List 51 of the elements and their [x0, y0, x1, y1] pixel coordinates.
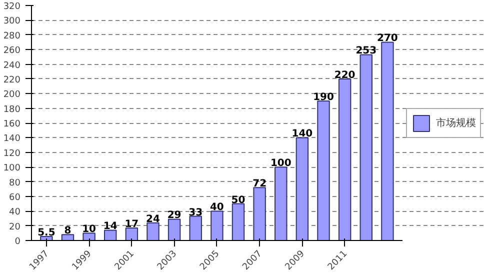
- data-label: 253: [356, 46, 377, 57]
- legend-label: 市场规模: [436, 116, 476, 130]
- y-tick-label: 140: [3, 134, 21, 144]
- data-label: 17: [124, 219, 139, 230]
- data-label: 29: [167, 210, 182, 222]
- bar: [296, 137, 309, 240]
- y-tick-label: 120: [3, 148, 21, 159]
- data-label: 33: [188, 207, 203, 218]
- bar: [168, 218, 181, 240]
- data-label: 270: [377, 33, 398, 44]
- data-label: 14: [103, 221, 118, 232]
- y-tick-label: 280: [3, 31, 21, 42]
- y-tick-label: 80: [9, 178, 21, 188]
- y-tick-label: 60: [9, 192, 21, 203]
- bar: [104, 230, 117, 240]
- y-tick-label: 40: [9, 208, 21, 218]
- bar: [360, 54, 372, 240]
- data-label: 140: [292, 128, 313, 140]
- y-tick-label: 200: [3, 90, 21, 100]
- y-tick-label: 20: [9, 222, 21, 232]
- bar: [189, 216, 202, 240]
- bar: [61, 234, 74, 240]
- bar: [338, 78, 352, 240]
- data-label: 5.5: [38, 227, 56, 238]
- data-label: 8: [64, 226, 72, 237]
- y-tick-label: 160: [3, 120, 21, 130]
- bar: [146, 222, 160, 240]
- bar: [381, 42, 394, 240]
- data-label: 24: [146, 214, 160, 225]
- data-label: 10: [82, 224, 96, 236]
- data-label: 100: [270, 158, 292, 170]
- bar: [210, 210, 224, 240]
- y-tick-label: 240: [3, 60, 21, 71]
- y-tick-label: 300: [3, 16, 21, 27]
- data-label: 220: [334, 70, 356, 81]
- y-tick-label: 100: [3, 164, 21, 174]
- data-label: 72: [252, 178, 267, 190]
- bar: [232, 203, 245, 240]
- bar: [253, 187, 266, 240]
- y-tick-label: 0: [14, 237, 21, 247]
- bar: [125, 228, 138, 240]
- y-tick-label: 320: [3, 2, 21, 12]
- data-label: 40: [210, 202, 224, 214]
- bar: [317, 100, 330, 240]
- y-tick-label: 220: [3, 75, 21, 86]
- data-label: 190: [313, 92, 334, 103]
- y-tick-label: 180: [3, 104, 21, 115]
- y-tick-label: 260: [3, 46, 21, 56]
- bar: [274, 166, 288, 240]
- bar: [82, 232, 96, 240]
- data-label: 50: [231, 194, 246, 206]
